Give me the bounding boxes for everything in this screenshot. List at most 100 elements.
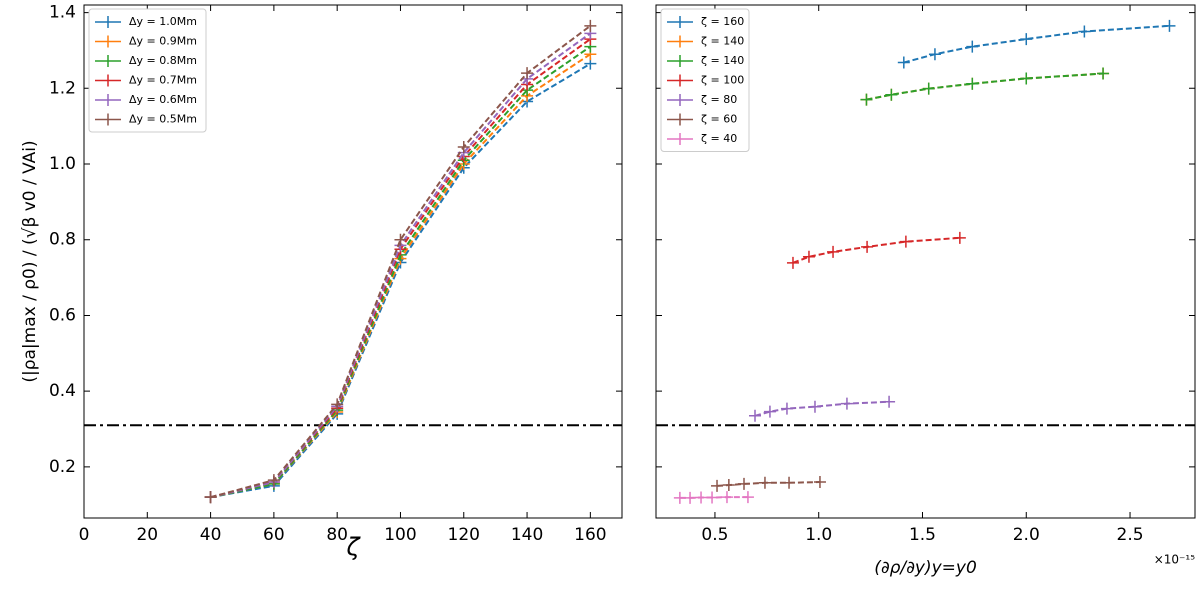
marker [673,491,686,504]
marker [860,93,873,106]
marker [394,233,407,246]
y-tick-label: 0.8 [49,230,76,250]
x-axis-label: (∂ρ/∂y)y=y0 [874,558,977,578]
legend-box [88,8,207,133]
plot-frame [83,4,623,519]
marker [1163,19,1176,32]
legend-swatch [667,16,693,28]
x-tick-label: 20 [136,525,158,545]
x-tick-label: 60 [263,525,285,545]
legend-swatch [95,35,121,48]
legend-swatch [95,113,121,126]
x-tick-label: 100 [384,525,416,545]
y-tick-label: 0.4 [49,381,76,401]
marker [1078,25,1091,38]
marker [1097,67,1110,80]
marker [684,491,697,504]
legend-swatch [95,55,121,67]
legend-swatch [667,94,693,106]
marker [738,477,750,490]
marker [758,476,771,489]
legend-label: ζ = 60 [701,113,737,126]
x-tick-label: 1.5 [909,525,936,545]
marker [706,491,719,504]
marker [861,240,874,253]
series-line [866,72,1104,101]
marker [749,409,761,422]
legend-label: Δy = 0.8Mm [129,54,197,67]
series-line [754,400,890,417]
plot-frame [655,4,1196,519]
x-axis-label: ζ [345,533,361,561]
marker [928,48,941,61]
marker [331,398,344,411]
legend-label: Δy = 0.7Mm [129,74,197,87]
y-tick-label: 0.6 [49,305,76,325]
x-tick-label: 140 [511,525,543,545]
y-tick-label: 1.0 [49,154,76,174]
y-tick-label: 0.2 [49,457,76,477]
legend-label: ζ = 40 [701,132,737,145]
legend-label: Δy = 1.0Mm [129,15,197,28]
marker [966,77,979,90]
series-line [210,53,591,499]
legend-swatch [667,133,693,145]
legend-swatch [667,35,693,48]
marker [521,67,534,80]
x-tick-label: 120 [448,525,480,545]
legend-swatch [667,74,693,87]
legend-label: ζ = 140 [701,35,744,48]
x-tick-label: 40 [200,525,222,545]
marker [786,256,799,269]
series-line [210,62,591,499]
marker [763,405,776,418]
marker [1020,33,1033,46]
marker [741,491,754,504]
marker [802,250,815,263]
marker [1020,72,1033,85]
x-tick-label: 2.0 [1013,525,1040,545]
series-line [903,24,1170,64]
y-tick-label: 1.2 [49,78,76,98]
series-line [866,72,1104,101]
marker [267,474,280,487]
marker [883,395,896,408]
y-axis-label: (|ρa|max / ρ0) / (√β v0 / VAi) [20,140,40,382]
y-tick-label: 1.4 [49,3,76,23]
x-tick-label: 1.0 [805,525,832,545]
marker [204,491,217,504]
series-line [792,236,960,264]
marker [695,491,708,504]
marker [953,231,966,244]
marker [899,235,912,248]
x-tick-label: 0.5 [701,525,728,545]
legend-swatch [95,74,121,87]
legend-label: ζ = 160 [701,15,744,28]
marker [922,82,935,95]
legend-swatch [95,94,121,106]
x-tick-label: 80 [326,525,348,545]
marker [813,476,826,489]
marker [827,245,840,258]
marker [720,491,733,504]
x-tick-label: 160 [574,525,606,545]
legend-box [660,8,750,152]
marker [722,479,735,492]
marker [966,40,979,53]
x-tick-label: 2.5 [1117,525,1144,545]
x-tick-label: 0 [79,525,90,545]
marker [897,56,910,69]
legend-label: ζ = 140 [701,54,744,67]
marker [808,400,821,413]
marker [584,19,597,32]
legend-swatch [667,55,693,67]
legend-label: ζ = 80 [701,93,737,106]
marker [711,479,724,492]
legend-label: Δy = 0.9Mm [129,35,197,48]
marker [783,476,796,489]
legend-label: ζ = 100 [701,74,744,87]
marker [780,402,793,415]
legend-swatch [95,16,121,28]
marker [885,88,898,101]
